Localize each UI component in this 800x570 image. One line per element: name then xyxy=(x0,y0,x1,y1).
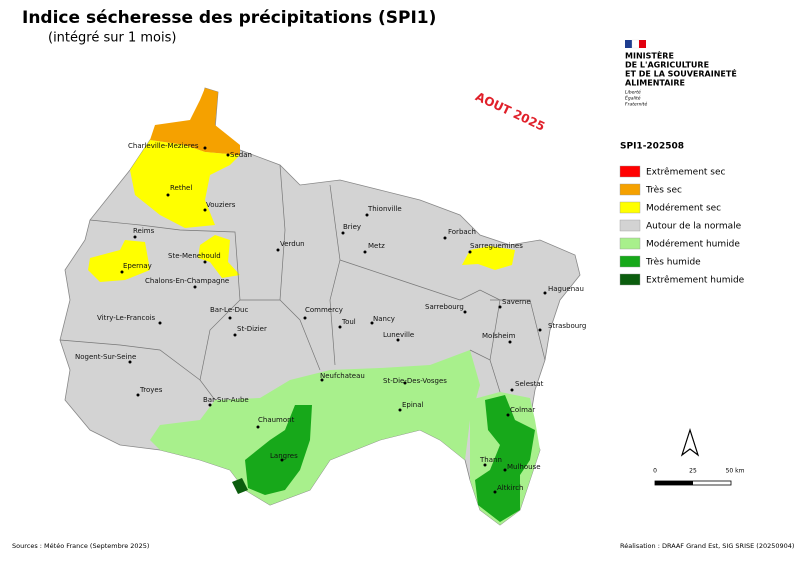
city: Colmar xyxy=(510,406,535,414)
scale-label: 0 xyxy=(653,468,657,475)
legend: Extrêmement sec Très sec Modérement sec Aut… xyxy=(619,165,745,286)
legend-label: Extrêmement humide xyxy=(646,275,745,286)
zone-mod-dry xyxy=(462,246,515,270)
legend-swatch xyxy=(619,201,641,214)
date-stamp: AOUT 2025 xyxy=(473,89,547,133)
logo-motto: Égalité xyxy=(625,94,641,102)
city: Chalons-En-Champagne xyxy=(145,277,229,285)
logo-line: ET DE LA SOUVERAINETÉ xyxy=(625,68,737,79)
legend-label: Autour de la normale xyxy=(646,222,742,232)
logo-motto: Liberté xyxy=(625,89,641,96)
city: Nancy xyxy=(373,315,395,323)
city: Luneville xyxy=(383,331,414,339)
city: Saverne xyxy=(502,298,531,306)
city: Reims xyxy=(133,227,155,235)
map xyxy=(59,87,581,526)
legend-swatch xyxy=(619,183,641,196)
city: Troyes xyxy=(139,386,163,394)
city: Selestat xyxy=(515,380,544,388)
zone-mod-dry xyxy=(88,240,150,282)
legend-label: Modérement humide xyxy=(646,239,740,250)
legend-label: Très humide xyxy=(645,257,701,268)
city: St-Dizier xyxy=(237,325,267,333)
logo: MINISTÈRE DE L'AGRICULTURE ET DE LA SOUV… xyxy=(625,39,737,108)
title: Indice sécheresse des précipitations (SP… xyxy=(22,8,436,28)
subtitle: (intégré sur 1 mois) xyxy=(48,31,176,46)
north-arrow xyxy=(680,428,700,457)
city: Epinal xyxy=(402,401,424,409)
zone-mod-wet xyxy=(150,350,480,505)
city: Metz xyxy=(368,242,385,250)
legend-swatch xyxy=(619,255,641,268)
city: Sedan xyxy=(230,151,252,159)
city: Nogent-Sur-Seine xyxy=(75,353,136,361)
city: Mulhouse xyxy=(507,463,541,471)
legend-label: Très sec xyxy=(645,185,682,196)
city: Altkirch xyxy=(497,484,524,492)
city: Thann xyxy=(479,456,502,464)
city: Epernay xyxy=(123,262,152,270)
city: Molsheim xyxy=(482,332,516,340)
credit: Réalisation : DRAAF Grand Est, SIG SRISE… xyxy=(620,542,794,550)
zone-very-wet xyxy=(245,405,312,495)
zone-mod-dry xyxy=(130,140,240,228)
city: Thionville xyxy=(367,205,402,213)
source: Sources : Météo France (Septembre 2025) xyxy=(12,542,149,550)
legend-swatch xyxy=(619,237,641,250)
city: Rethel xyxy=(170,184,192,192)
legend-swatch xyxy=(619,273,641,286)
city: Langres xyxy=(270,452,298,460)
city: Chaumont xyxy=(258,416,295,424)
city: St-Die-Des-Vosges xyxy=(383,377,447,385)
city: Briey xyxy=(343,223,361,231)
city: Verdun xyxy=(280,240,305,248)
zone-extreme-wet xyxy=(232,478,248,494)
logo-line: ALIMENTAIRE xyxy=(625,79,685,88)
city: Neufchateau xyxy=(320,372,365,380)
zone-mod-dry xyxy=(198,235,240,278)
legend-title: SPI1-202508 xyxy=(620,142,684,152)
city: Vouziers xyxy=(206,201,236,209)
legend-label: Extrêmement sec xyxy=(646,167,726,178)
city: Haguenau xyxy=(548,285,584,293)
legend-label: Modérement sec xyxy=(646,203,721,214)
city: Bar-Sur-Aube xyxy=(203,396,249,404)
city: Commercy xyxy=(305,306,343,314)
legend-swatch xyxy=(619,219,641,232)
scale-bar: 0 25 50 km xyxy=(653,468,745,486)
logo-motto: Fraternité xyxy=(625,101,647,108)
city: Sarrebourg xyxy=(425,303,464,311)
city: Charleville-Mezieres xyxy=(128,142,199,150)
zone-very-wet xyxy=(475,395,535,522)
scale-label: 50 km xyxy=(726,468,745,475)
scale-label: 25 xyxy=(689,468,697,475)
city: Ste-Menehould xyxy=(168,252,221,260)
city-labels: Charleville-Mezieres Sedan Rethel Vouzie… xyxy=(75,142,586,494)
city: Toul xyxy=(341,318,356,326)
city: Bar-Le-Duc xyxy=(210,306,248,314)
logo-line: DE L'AGRICULTURE xyxy=(625,61,709,70)
logo-line: MINISTÈRE xyxy=(625,50,674,61)
legend-swatch xyxy=(619,165,641,178)
city: Vitry-Le-Francois xyxy=(97,314,156,322)
city: Strasbourg xyxy=(548,322,586,330)
department-borders xyxy=(59,164,546,401)
zone-very-dry xyxy=(150,88,240,155)
city: Sarreguemines xyxy=(470,242,523,250)
city: Forbach xyxy=(448,228,476,236)
